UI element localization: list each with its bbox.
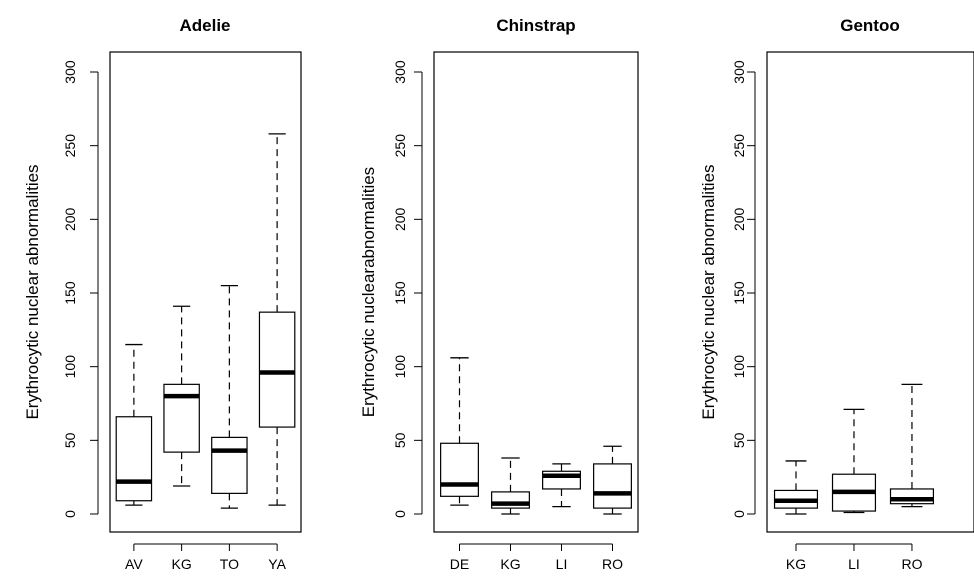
y-axis-label: Erythrocytic nuclear abnormalities xyxy=(23,164,42,419)
x-tick-label: RO xyxy=(602,556,623,572)
box-av xyxy=(115,343,153,506)
box-ya xyxy=(258,133,296,506)
box-de xyxy=(440,357,479,506)
y-tick-label: 200 xyxy=(392,207,408,231)
panel-chinstrap: Chinstrap Erythrocytic nuclearabnormaliti… xyxy=(359,16,639,572)
y-tick-label: 150 xyxy=(731,281,747,305)
panel-gentoo: Gentoo Erythrocytic nuclear abnormalities… xyxy=(699,16,974,572)
y-tick-label: 250 xyxy=(62,134,78,158)
y-tick-label: 50 xyxy=(392,432,408,448)
x-tick-label: LI xyxy=(556,556,568,572)
panel-title: Chinstrap xyxy=(496,16,575,35)
x-tick-label: KG xyxy=(500,556,520,572)
box-ro xyxy=(889,383,935,508)
y-tick-label: 250 xyxy=(392,134,408,158)
iqr-box xyxy=(593,463,632,509)
plot-frame xyxy=(433,51,639,533)
x-tick-label: LI xyxy=(848,556,860,572)
box-to xyxy=(211,284,248,509)
y-tick-label: 50 xyxy=(731,432,747,448)
y-tick-label: 100 xyxy=(62,355,78,379)
panel-title: Adelie xyxy=(179,16,230,35)
y-axis-label: Erythrocytic nuclearabnormalities xyxy=(359,167,378,417)
box-kg xyxy=(773,460,819,515)
y-tick-label: 200 xyxy=(731,207,747,231)
y-axis-label: Erythrocytic nuclear abnormalities xyxy=(699,164,718,419)
x-tick-label: DE xyxy=(450,556,469,572)
box-kg xyxy=(491,457,530,515)
y-tick-label: 0 xyxy=(392,510,408,518)
box-kg xyxy=(163,305,200,487)
box-li xyxy=(831,408,877,514)
y-tick-label: 250 xyxy=(731,134,747,158)
y-tick-label: 0 xyxy=(62,510,78,518)
y-tick-label: 150 xyxy=(62,281,78,305)
plot-frame xyxy=(109,51,302,533)
panel-title: Gentoo xyxy=(840,16,900,35)
box-ro xyxy=(593,445,632,515)
x-tick-label: TO xyxy=(220,556,239,572)
iqr-box xyxy=(115,416,153,502)
y-tick-label: 100 xyxy=(731,355,747,379)
x-tick-label: AV xyxy=(125,556,143,572)
x-tick-label: KG xyxy=(786,556,806,572)
y-tick-label: 50 xyxy=(62,432,78,448)
y-tick-label: 100 xyxy=(392,355,408,379)
box-li xyxy=(542,463,581,508)
y-tick-label: 150 xyxy=(392,281,408,305)
x-tick-label: RO xyxy=(901,556,922,572)
y-tick-label: 300 xyxy=(731,60,747,84)
iqr-box xyxy=(258,311,296,428)
iqr-box xyxy=(440,442,479,497)
y-tick-label: 200 xyxy=(62,207,78,231)
y-tick-label: 300 xyxy=(392,60,408,84)
panel-adelie: Adelie Erythrocytic nuclear abnormalities… xyxy=(23,16,302,572)
x-tick-label: KG xyxy=(172,556,192,572)
y-tick-label: 300 xyxy=(62,60,78,84)
y-tick-label: 0 xyxy=(731,510,747,518)
x-tick-label: YA xyxy=(268,556,286,572)
plot-frame xyxy=(766,51,974,533)
iqr-box xyxy=(211,436,248,494)
